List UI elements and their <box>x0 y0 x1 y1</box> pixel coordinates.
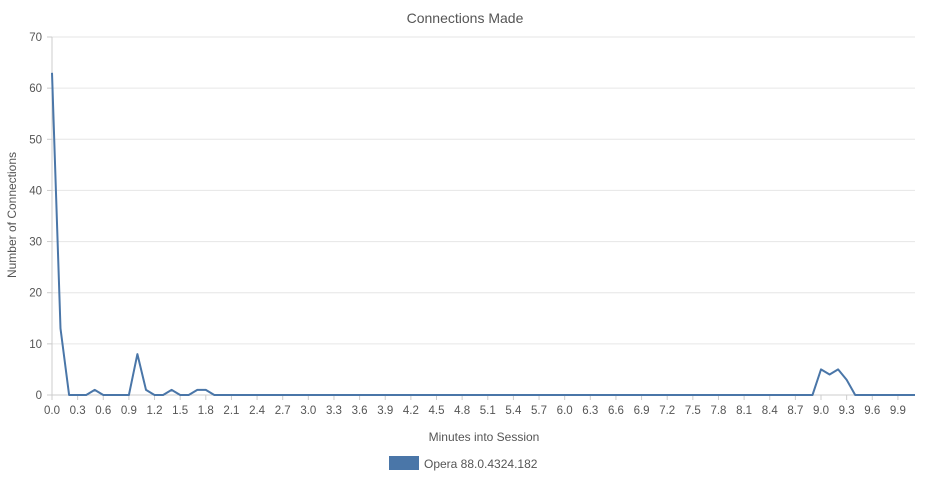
x-tick-label: 8.7 <box>787 405 803 417</box>
y-tick-label: 40 <box>29 185 42 197</box>
x-tick-label: 8.4 <box>762 405 779 417</box>
x-tick-label: 4.8 <box>454 405 470 417</box>
x-tick-label: 6.3 <box>582 405 598 417</box>
x-tick-label: 2.4 <box>249 405 266 417</box>
x-tick-label: 3.3 <box>326 405 342 417</box>
x-tick-label: 9.6 <box>864 405 880 417</box>
y-tick-label: 30 <box>29 237 42 249</box>
legend[interactable]: Opera 88.0.4324.182 <box>389 456 538 471</box>
y-tick-label: 10 <box>29 339 42 351</box>
x-axis-label: Minutes into Session <box>429 430 540 444</box>
x-tick-label: 1.2 <box>147 405 163 417</box>
legend-swatch[interactable] <box>389 456 419 470</box>
x-tick-label: 7.8 <box>710 405 726 417</box>
chart-title: Connections Made <box>407 10 524 26</box>
x-tick-label: 5.7 <box>531 405 547 417</box>
x-tick-label: 0.0 <box>44 405 60 417</box>
x-tick-label: 2.1 <box>223 405 239 417</box>
x-tick-label: 3.6 <box>352 405 368 417</box>
x-tick-label: 9.3 <box>839 405 855 417</box>
x-tick-label: 0.6 <box>95 405 111 417</box>
y-tick-label: 50 <box>29 134 42 146</box>
y-tick-label: 0 <box>36 390 42 402</box>
x-tick-label: 7.2 <box>659 405 675 417</box>
x-tick-label: 6.9 <box>634 405 650 417</box>
y-axis-ticks: 0 10 20 30 40 50 60 70 <box>29 32 52 402</box>
y-tick-label: 20 <box>29 288 42 300</box>
x-tick-label: 0.9 <box>121 405 137 417</box>
series-line[interactable] <box>51 72 915 396</box>
x-tick-label: 1.5 <box>172 405 188 417</box>
grid <box>52 36 915 345</box>
x-tick-label: 0.3 <box>70 405 86 417</box>
x-tick-label: 8.1 <box>736 405 752 417</box>
x-tick-label: 7.5 <box>685 405 701 417</box>
x-tick-label: 9.9 <box>890 405 906 417</box>
x-tick-label: 5.1 <box>480 405 496 417</box>
x-tick-label: 5.4 <box>505 405 522 417</box>
x-tick-label: 2.7 <box>275 405 291 417</box>
y-axis-label: Number of Connections <box>5 152 19 278</box>
x-tick-label: 4.2 <box>403 405 419 417</box>
y-tick-label: 70 <box>29 32 42 44</box>
x-tick-label: 1.8 <box>198 405 214 417</box>
x-tick-label: 4.5 <box>429 405 445 417</box>
x-tick-label: 6.6 <box>608 405 624 417</box>
x-tick-label: 3.0 <box>300 405 316 417</box>
x-tick-label: 9.0 <box>813 405 829 417</box>
series-group <box>51 72 915 396</box>
y-tick-label: 60 <box>29 83 42 95</box>
x-tick-label: 3.9 <box>377 405 393 417</box>
x-axis-ticks: 0.0 0.3 0.6 0.9 1.2 1.5 1.8 2.1 2.4 2.7 3.0 3.3 3.6 3… <box>44 395 906 417</box>
x-tick-label: 6.0 <box>557 405 573 417</box>
legend-label[interactable]: Opera 88.0.4324.182 <box>424 457 538 471</box>
